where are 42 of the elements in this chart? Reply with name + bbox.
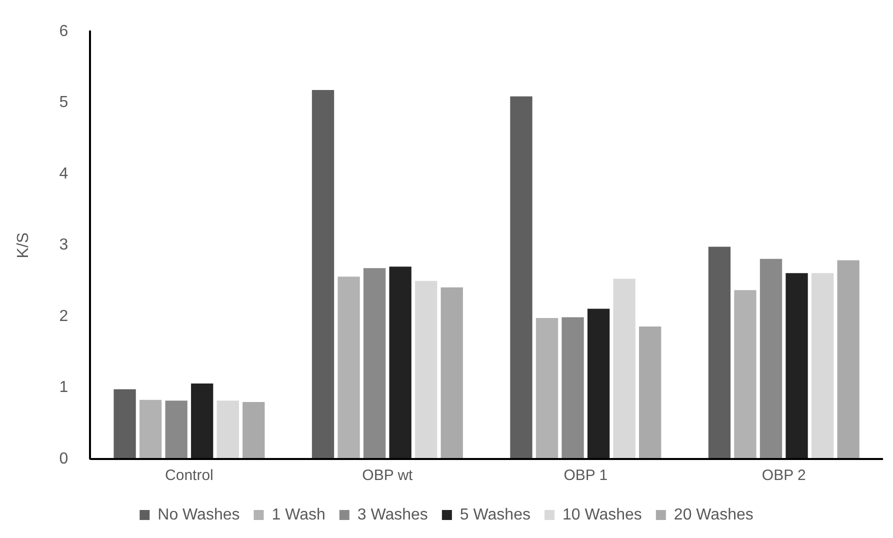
bar xyxy=(216,400,239,459)
y-tick-label: 2 xyxy=(59,308,68,325)
bar xyxy=(338,276,360,459)
y-tick-label: 0 xyxy=(59,450,68,468)
legend-label: 1 Wash xyxy=(272,506,326,524)
bar xyxy=(440,287,463,459)
y-tick-label: 3 xyxy=(59,236,68,254)
bar xyxy=(139,400,162,459)
bar xyxy=(760,258,782,459)
bar xyxy=(242,402,265,459)
x-tick-label: OBP wt xyxy=(362,467,414,484)
bar xyxy=(837,260,860,459)
legend-label: 3 Washes xyxy=(357,506,428,524)
x-tick-label: OBP 1 xyxy=(564,467,608,484)
legend-label: 20 Washes xyxy=(674,506,754,524)
bar xyxy=(734,290,756,459)
bar xyxy=(510,96,532,459)
bar xyxy=(415,280,438,459)
bar xyxy=(587,308,610,459)
bar xyxy=(811,273,834,459)
y-axis-title: K/S xyxy=(15,232,32,258)
bar xyxy=(191,383,214,459)
bar xyxy=(363,268,386,459)
bar xyxy=(562,317,584,459)
bar xyxy=(165,400,188,459)
bar xyxy=(312,90,334,459)
bar xyxy=(708,246,731,459)
bar xyxy=(536,318,558,459)
legend-label: 5 Washes xyxy=(460,506,530,524)
x-tick-label: OBP 2 xyxy=(762,467,806,484)
bar xyxy=(114,389,136,459)
bar xyxy=(786,273,808,459)
y-tick-label: 1 xyxy=(59,379,68,396)
bar xyxy=(389,266,412,459)
bar xyxy=(613,278,636,459)
y-tick-label: 4 xyxy=(59,165,68,182)
y-tick-label: 5 xyxy=(59,94,68,112)
x-tick-label: Control xyxy=(165,467,214,484)
y-tick-label: 6 xyxy=(59,23,68,40)
bar xyxy=(639,326,662,459)
legend-label: No Washes xyxy=(158,506,240,524)
legend-label: 10 Washes xyxy=(562,506,642,524)
